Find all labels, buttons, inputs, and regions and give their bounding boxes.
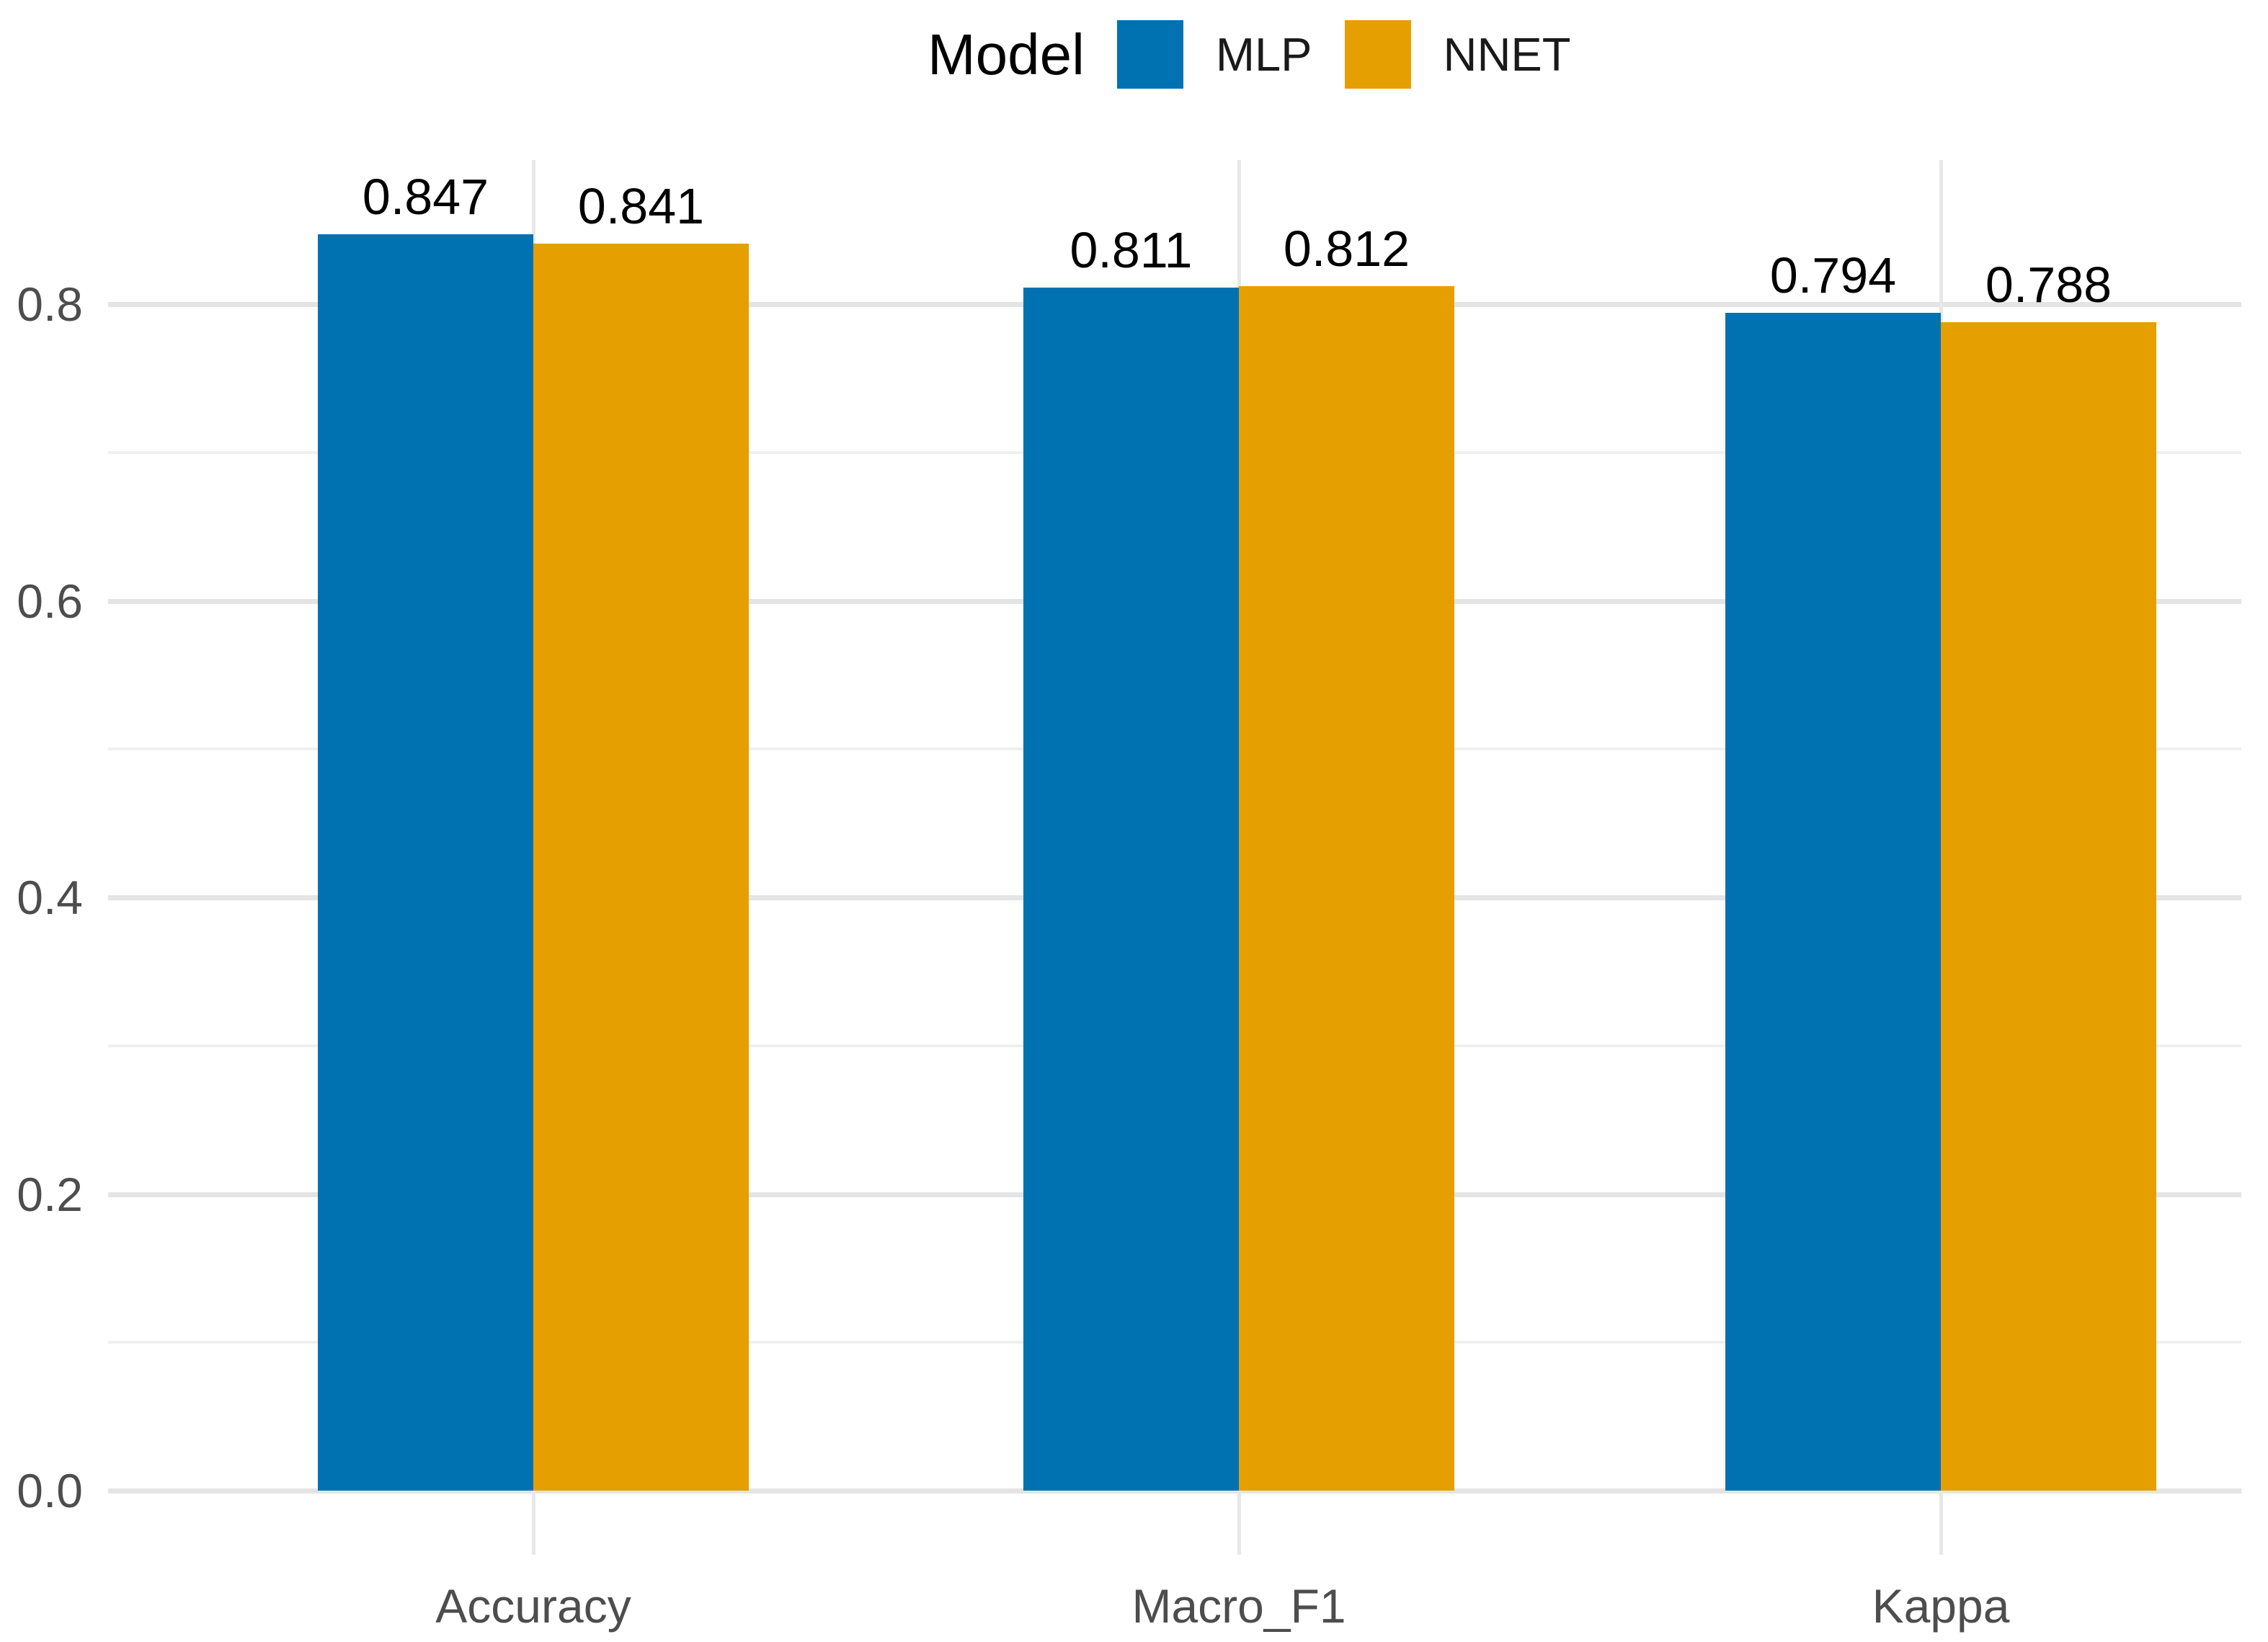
bar-nnet-macro_f1 bbox=[1239, 286, 1454, 1491]
y-axis-tick-label: 0.8 bbox=[17, 278, 83, 331]
y-axis-tick-label: 0.4 bbox=[17, 871, 83, 924]
value-label-nnet-kappa: 0.788 bbox=[1985, 256, 2112, 313]
legend-title: Model bbox=[928, 22, 1085, 86]
value-label-nnet-macro_f1: 0.812 bbox=[1283, 221, 1410, 278]
major-gridline-y-0 bbox=[108, 1488, 2241, 1494]
bar-mlp-macro_f1 bbox=[1023, 288, 1239, 1491]
value-label-mlp-kappa: 0.794 bbox=[1769, 247, 1897, 304]
nnet-swatch-icon bbox=[1344, 20, 1411, 89]
x-axis-label-macro_f1: Macro_F1 bbox=[1131, 1579, 1346, 1633]
y-axis-tick-label: 0.2 bbox=[17, 1167, 83, 1221]
y-axis-tick-label: 0.6 bbox=[17, 574, 83, 628]
legend-label-mlp: MLP bbox=[1215, 28, 1312, 81]
bar-nnet-accuracy bbox=[533, 243, 749, 1491]
legend: Model MLP NNET bbox=[928, 13, 1571, 96]
x-axis-label-accuracy: Accuracy bbox=[435, 1579, 631, 1633]
legend-item-mlp: MLP bbox=[1116, 20, 1312, 89]
value-label-nnet-accuracy: 0.841 bbox=[577, 177, 705, 234]
bar-mlp-accuracy bbox=[318, 234, 533, 1491]
y-axis-tick-label: 0.0 bbox=[17, 1464, 83, 1517]
legend-item-nnet: NNET bbox=[1344, 20, 1571, 89]
bar-mlp-kappa bbox=[1725, 313, 1941, 1491]
x-axis-label-kappa: Kappa bbox=[1872, 1579, 2010, 1633]
value-label-mlp-macro_f1: 0.811 bbox=[1069, 222, 1193, 279]
bar-nnet-kappa bbox=[1941, 321, 2156, 1491]
mlp-swatch-icon bbox=[1116, 20, 1183, 89]
legend-label-nnet: NNET bbox=[1443, 28, 1571, 81]
value-label-mlp-accuracy: 0.847 bbox=[362, 169, 489, 226]
